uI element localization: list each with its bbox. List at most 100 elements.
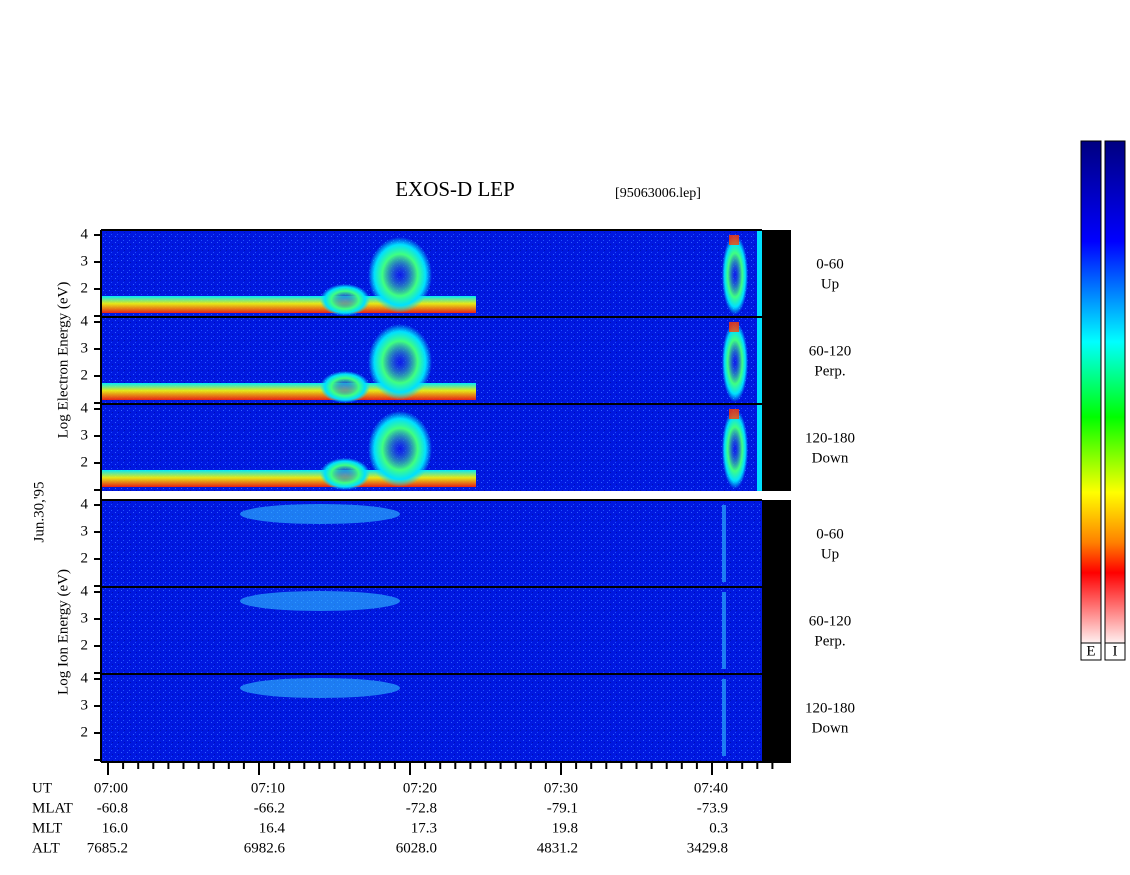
cusp-core	[729, 235, 739, 245]
row-value: -73.9	[697, 800, 728, 816]
panel-range: 0-60	[816, 526, 844, 542]
no-data	[762, 230, 791, 317]
orbit-table: UT 07:00 07:10 07:20 07:30 07:40 MLAT -60.8 -66.…	[32, 780, 728, 856]
y-tick-label: 4	[81, 400, 89, 416]
y-tick-label: 3	[81, 523, 89, 539]
spectrogram: 2 3 4 0-60 Up 2 3 4 60-120 Perp. 2 3 4 120-180 Down 2 3 4…	[81, 226, 855, 762]
y-tick-label: 3	[81, 253, 89, 269]
row-value: -60.8	[97, 800, 128, 816]
no-data	[762, 317, 791, 404]
plasma-feature	[368, 411, 432, 487]
row-label: MLAT	[32, 800, 73, 816]
title: EXOS-D LEP	[395, 177, 515, 201]
file-name: [95063006.lep]	[615, 186, 701, 201]
edge	[757, 317, 762, 404]
ion-axis-label: Log Ion Energy (eV)	[55, 569, 71, 695]
row-label: MLT	[32, 820, 62, 836]
y-tick-label: 3	[81, 610, 89, 626]
plasma-feature	[368, 324, 432, 400]
ion-feature	[240, 591, 400, 611]
ion-feature	[722, 505, 726, 582]
row-label: ALT	[32, 840, 60, 856]
row-value: 07:00	[94, 780, 128, 796]
row-value: 3429.8	[687, 840, 728, 856]
ion-feature	[722, 679, 726, 756]
row-value: 4831.2	[537, 840, 578, 856]
y-tick-label: 2	[81, 550, 89, 566]
no-data	[762, 500, 791, 587]
y-tick-label: 3	[81, 427, 89, 443]
row-value: 7685.2	[87, 840, 128, 856]
colorbar-label: I	[1113, 643, 1118, 659]
panel-bg	[101, 500, 762, 587]
plasma-feature	[368, 237, 432, 313]
row-value: 07:30	[544, 780, 578, 796]
y-tick-label: 4	[81, 583, 89, 599]
y-tick-label: 2	[81, 454, 89, 470]
panel-direction: Up	[821, 546, 839, 562]
panel-range: 0-60	[816, 256, 844, 272]
ion-feature	[240, 678, 400, 698]
cusp-core	[729, 409, 739, 419]
panel-bg	[101, 587, 762, 674]
row-value: -66.2	[254, 800, 285, 816]
panel-bg	[101, 674, 762, 761]
colorbar-label-box	[1080, 642, 1102, 661]
no-data	[762, 674, 791, 761]
cusp-feature	[722, 322, 748, 402]
edge	[757, 230, 762, 317]
edge	[757, 404, 762, 491]
y-tick-label: 2	[81, 637, 89, 653]
row-value: -79.1	[547, 800, 578, 816]
panel-range: 120-180	[805, 700, 855, 716]
panel-range: 60-120	[809, 343, 852, 359]
no-data	[762, 587, 791, 674]
row-label: UT	[32, 780, 52, 796]
colorbar	[1104, 140, 1126, 644]
no-data	[762, 404, 791, 491]
y-tick-label: 2	[81, 724, 89, 740]
colorbar	[1080, 140, 1102, 644]
row-value: 07:40	[694, 780, 728, 796]
panel-direction: Perp.	[814, 633, 845, 649]
y-tick-label: 4	[81, 496, 89, 512]
y-tick-label: 2	[81, 280, 89, 296]
ion-feature	[722, 592, 726, 669]
y-tick-label: 4	[81, 226, 89, 242]
cusp-core	[729, 322, 739, 332]
plasma-feature	[320, 371, 370, 403]
panel-range: 120-180	[805, 430, 855, 446]
cusp-feature	[722, 235, 748, 315]
y-tick-label: 2	[81, 367, 89, 383]
panel-direction: Down	[812, 720, 849, 736]
row-value: 16.0	[102, 820, 128, 836]
colorbar-label: E	[1086, 643, 1095, 659]
row-value: 6028.0	[396, 840, 437, 856]
row-value: 6982.6	[244, 840, 286, 856]
panel-direction: Up	[821, 276, 839, 292]
electron-axis-label: Log Electron Energy (eV)	[55, 282, 71, 439]
row-value: 16.4	[259, 820, 286, 836]
row-value: 0.3	[709, 820, 728, 836]
cusp-feature	[722, 409, 748, 489]
panel-direction: Down	[812, 450, 849, 466]
y-tick-label: 4	[81, 670, 89, 686]
panel-direction: Perp.	[814, 363, 845, 379]
plasma-feature	[320, 284, 370, 316]
colorbar-label-box	[1104, 642, 1126, 661]
panel-range: 60-120	[809, 613, 852, 629]
row-value: 17.3	[411, 820, 437, 836]
y-tick-label: 3	[81, 340, 89, 356]
row-value: 19.8	[552, 820, 578, 836]
row-value: 07:10	[251, 780, 285, 796]
y-tick-label: 3	[81, 697, 89, 713]
plasma-feature	[320, 458, 370, 490]
ion-feature	[240, 504, 400, 524]
y-tick-label: 4	[81, 313, 89, 329]
row-value: -72.8	[406, 800, 437, 816]
date-label: Jun.30,'95	[31, 481, 47, 542]
row-value: 07:20	[403, 780, 437, 796]
time-ticks	[107, 762, 774, 775]
